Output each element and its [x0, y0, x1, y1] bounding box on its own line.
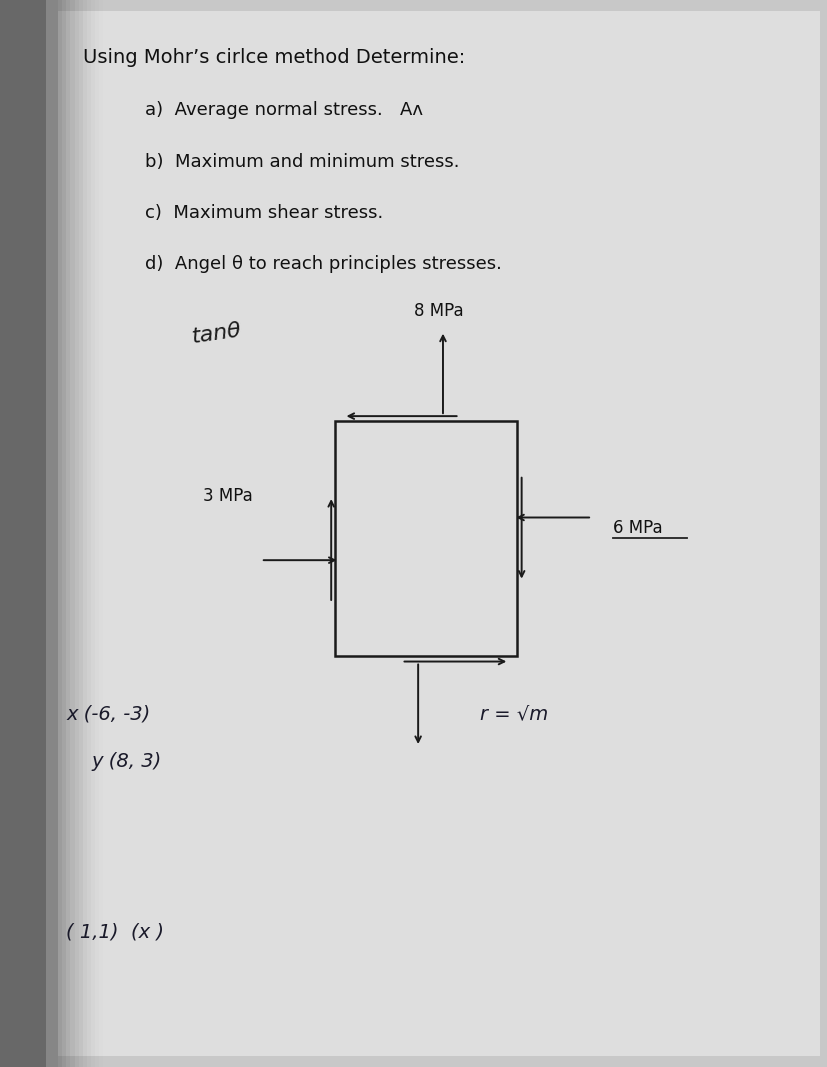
FancyBboxPatch shape: [0, 0, 74, 1067]
Text: Using Mohr’s cirlce method Determine:: Using Mohr’s cirlce method Determine:: [83, 48, 465, 67]
Text: c)  Maximum shear stress.: c) Maximum shear stress.: [145, 204, 383, 222]
Text: 3 MPa: 3 MPa: [203, 488, 252, 505]
Text: d)  Angel θ to reach principles stresses.: d) Angel θ to reach principles stresses.: [145, 255, 501, 273]
FancyBboxPatch shape: [58, 11, 819, 1056]
FancyBboxPatch shape: [0, 0, 62, 1067]
Text: r = √m: r = √m: [480, 704, 559, 723]
Bar: [335, 421, 517, 656]
Text: y (8, 3): y (8, 3): [91, 752, 161, 771]
FancyBboxPatch shape: [0, 0, 66, 1067]
Text: a)  Average normal stress.   Aʌ: a) Average normal stress. Aʌ: [145, 101, 423, 120]
Text: ( 1,1)  (x ): ( 1,1) (x ): [66, 923, 164, 942]
FancyBboxPatch shape: [0, 0, 58, 1067]
FancyBboxPatch shape: [0, 0, 70, 1067]
Text: tanθ: tanθ: [190, 320, 242, 347]
FancyBboxPatch shape: [0, 0, 45, 1067]
Text: b)  Maximum and minimum stress.: b) Maximum and minimum stress.: [145, 153, 459, 171]
Text: x (-6, -3): x (-6, -3): [66, 704, 151, 723]
Text: 8 MPa: 8 MPa: [414, 302, 463, 320]
Text: 6 MPa: 6 MPa: [612, 520, 662, 537]
